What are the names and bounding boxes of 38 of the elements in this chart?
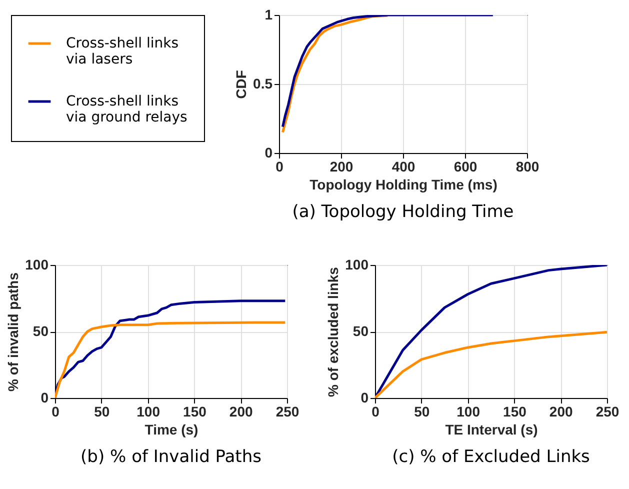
y-tick-label: 0: [360, 390, 369, 406]
y-tick-label: 0: [264, 144, 273, 160]
y-tick-label: 50: [352, 323, 369, 339]
x-axis-title: Time (s): [144, 422, 198, 438]
x-tick-label: 100: [136, 404, 160, 420]
y-axis-title: CDF: [233, 70, 250, 99]
x-tick-label: 250: [276, 404, 300, 420]
x-tick-label: 150: [183, 404, 207, 420]
y-tick-label: 0.5: [253, 76, 273, 92]
y-tick-label: 100: [345, 256, 369, 272]
x-tick-label: 0: [52, 404, 60, 420]
x-tick-label: 250: [596, 404, 620, 420]
x-tick-label: 150: [503, 404, 527, 420]
x-axis-title: TE Interval (s): [445, 422, 538, 438]
y-tick-label: 50: [32, 323, 49, 339]
x-tick-label: 200: [549, 404, 573, 420]
y-tick-label: 1: [264, 6, 273, 22]
y-axis-title: % of excluded links: [325, 266, 342, 397]
text: (c) % of Excluded Links: [392, 447, 590, 467]
x-tick-label: 800: [516, 158, 540, 174]
x-tick-label: 0: [372, 404, 380, 420]
legend-label: Cross-shell links via ground relays: [66, 94, 188, 126]
y-tick-label: 0: [40, 390, 49, 406]
x-axis-title: Topology Holding Time (ms): [310, 176, 498, 192]
x-tick-label: 0: [276, 158, 284, 174]
x-tick-label: 50: [94, 404, 110, 420]
x-tick-label: 50: [414, 404, 430, 420]
text: (b) % of Invalid Paths: [80, 447, 262, 467]
line-series: [281, 15, 494, 128]
x-tick-label: 200: [330, 158, 354, 174]
x-tick-label: 600: [454, 158, 478, 174]
y-tick-label: 100: [25, 256, 49, 272]
x-tick-label: 100: [456, 404, 480, 420]
x-tick-label: 400: [392, 158, 416, 174]
text: (a) Topology Holding Time: [292, 202, 514, 222]
y-axis-title: % of invalid paths: [5, 272, 22, 392]
legend-label: Cross-shell links via lasers: [66, 36, 178, 68]
x-tick-label: 200: [229, 404, 253, 420]
